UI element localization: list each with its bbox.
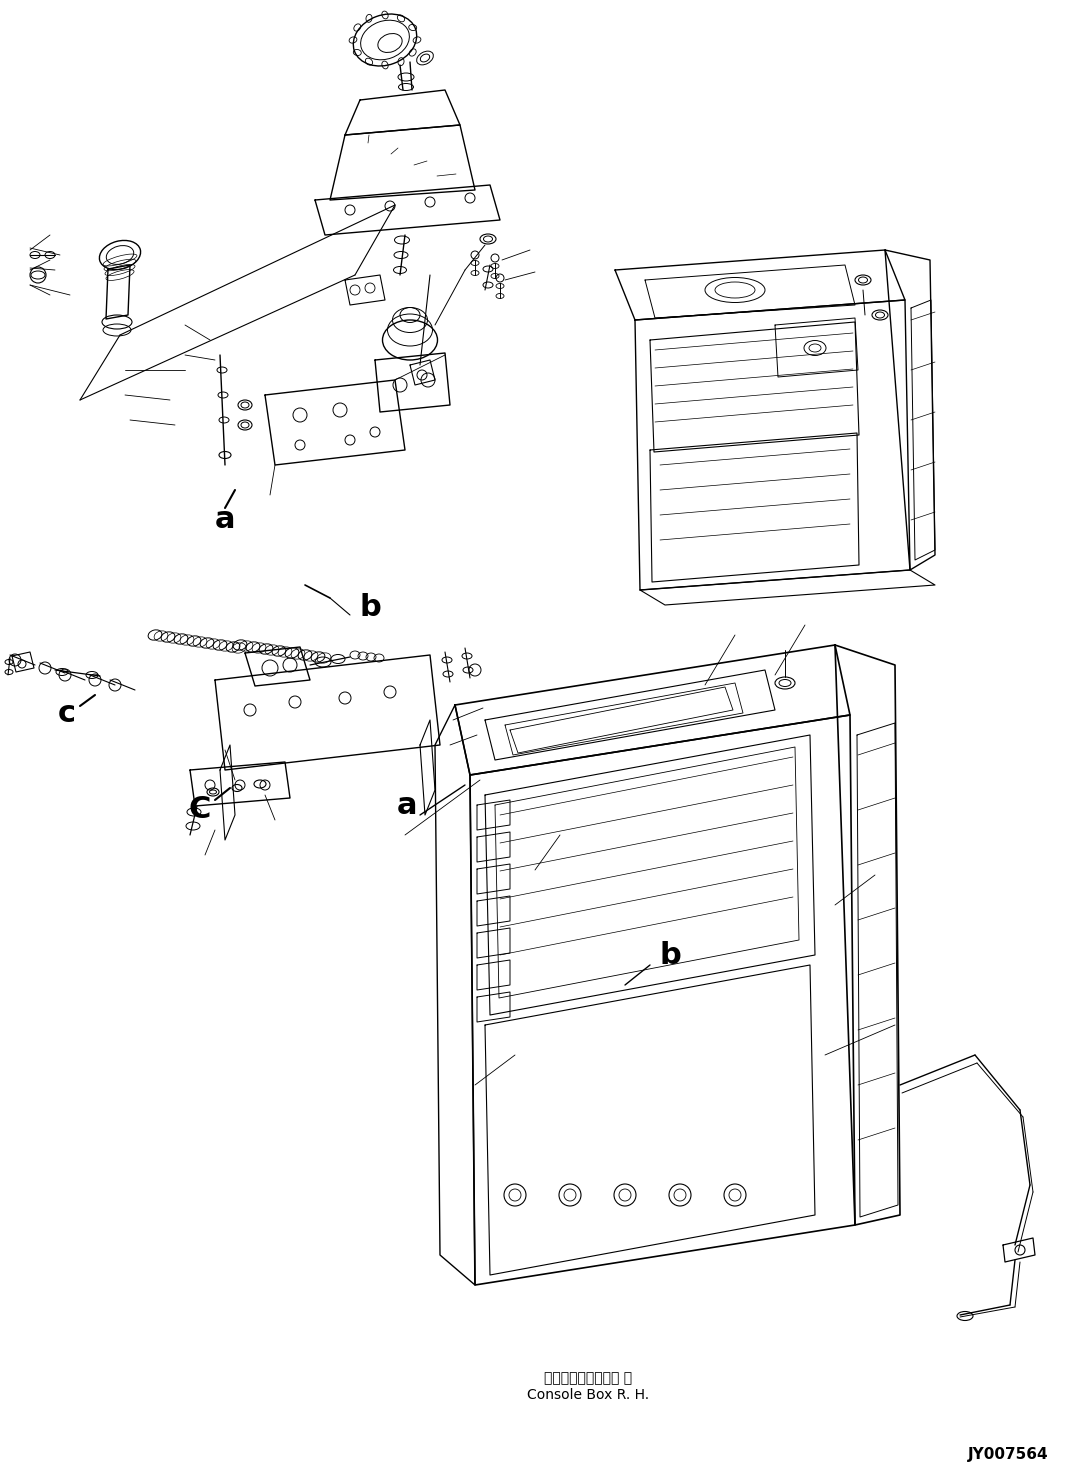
Text: JY007564: JY007564 [968, 1448, 1048, 1463]
Text: コンソールボックス 右: コンソールボックス 右 [544, 1371, 632, 1385]
Text: b: b [659, 940, 680, 969]
Text: a: a [215, 505, 235, 535]
Text: a: a [397, 791, 417, 819]
Text: C: C [189, 795, 211, 825]
Text: b: b [359, 594, 381, 623]
Text: c: c [58, 700, 76, 729]
Text: Console Box R. H.: Console Box R. H. [527, 1388, 649, 1402]
